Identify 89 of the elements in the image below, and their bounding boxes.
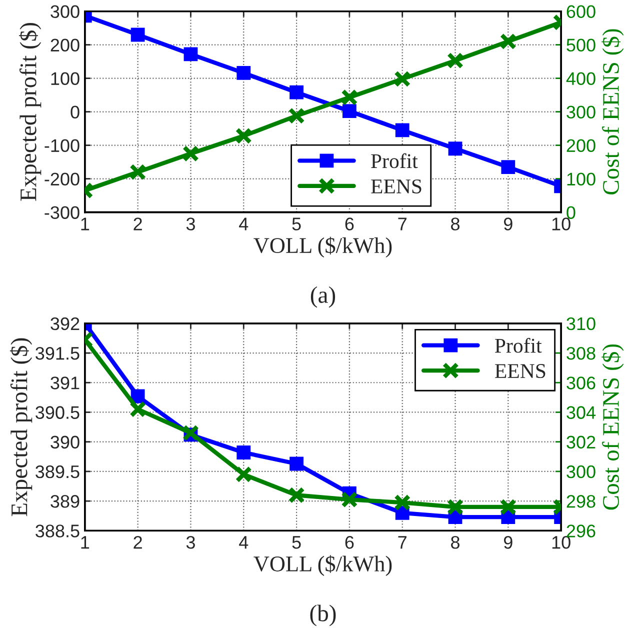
y2-tick-label: 500 — [566, 38, 596, 52]
x-tick-label: 2 — [134, 536, 142, 549]
point — [395, 123, 410, 138]
x-tick-label: 1 — [81, 536, 90, 549]
y2-tick-label: 302 — [566, 436, 596, 449]
point — [394, 494, 411, 511]
y2-axis-title: Cost of EENS ($) — [602, 344, 624, 510]
y-tick-label: 391 — [50, 376, 80, 390]
x-tick-label: 7 — [398, 218, 406, 230]
point — [288, 107, 305, 124]
point — [446, 498, 464, 516]
x-tick-label: 3 — [186, 536, 195, 549]
legend-label: EENS — [371, 179, 422, 194]
y-tick-label: 200 — [50, 38, 80, 52]
y-tick-label: -200 — [44, 172, 80, 186]
point — [394, 70, 411, 88]
y2-tick-label: 200 — [566, 139, 596, 152]
y-tick-label: 390 — [50, 436, 80, 449]
x-tick-label: 7 — [398, 536, 406, 549]
y2-tick-label: 310 — [566, 317, 596, 330]
y-tick-label: 0 — [70, 106, 80, 119]
y-tick-label: 389 — [50, 494, 80, 508]
point — [501, 160, 516, 174]
point — [184, 47, 198, 62]
y2-tick-label: 400 — [566, 72, 596, 86]
x-axis-title: VOLL ($/kWh) — [254, 555, 392, 576]
point — [235, 128, 252, 144]
y-tick-label: 389.5 — [36, 465, 80, 478]
y2-tick-label: 306 — [566, 376, 596, 390]
y-tick-label: 391.5 — [36, 346, 80, 360]
text: (a) — [310, 286, 336, 308]
point — [236, 66, 251, 80]
y2-tick-label: 600 — [566, 5, 596, 18]
y2-tick-label: 100 — [567, 172, 596, 186]
point — [341, 89, 358, 106]
legend-label: Profit — [371, 153, 418, 168]
y-tick-label: 388.5 — [36, 524, 80, 538]
y2-tick-label: 304 — [566, 406, 596, 419]
x-tick-label: 4 — [239, 218, 248, 230]
y2-tick-label: 0 — [566, 206, 576, 219]
x-tick-label: 6 — [345, 536, 354, 549]
x-tick-label: 4 — [239, 536, 248, 549]
point — [448, 142, 462, 156]
y-axis-title: Expected profit ($) — [10, 338, 32, 516]
y-tick-label: 100 — [51, 72, 80, 86]
point — [129, 400, 146, 418]
x-tick-label: 2 — [134, 218, 142, 230]
x-tick-label: 3 — [186, 218, 195, 230]
x-tick-label: 6 — [345, 218, 354, 230]
y2-tick-label: 298 — [566, 494, 596, 508]
point — [130, 389, 145, 404]
x-tick-label: 5 — [292, 218, 301, 230]
x-tick-label: 10 — [552, 536, 570, 549]
point — [236, 446, 251, 460]
y2-tick-label: 296 — [566, 524, 596, 538]
y2-tick-label: 308 — [566, 346, 596, 360]
x-tick-label: 5 — [292, 536, 301, 549]
point — [235, 466, 252, 483]
y-tick-label: -100 — [44, 139, 80, 152]
y2-tick-label: 300 — [566, 465, 596, 478]
y2-tick-label: 300 — [566, 106, 596, 119]
legend-label: Profit — [495, 338, 542, 353]
y-tick-label: -300 — [44, 206, 80, 219]
y-tick-label: 390.5 — [36, 406, 80, 419]
x-tick-label: 8 — [451, 218, 460, 230]
y-tick-label: 300 — [50, 5, 80, 18]
point — [341, 491, 358, 508]
point — [500, 33, 516, 50]
point — [500, 498, 516, 516]
x-axis-title: VOLL ($/kWh) — [254, 236, 392, 258]
x-tick-label: 9 — [504, 218, 512, 230]
point — [182, 145, 200, 162]
point — [288, 486, 305, 504]
point — [290, 85, 304, 100]
text: (b) — [310, 604, 336, 626]
y-tick-label: 392 — [50, 317, 80, 330]
point — [342, 104, 356, 118]
point — [290, 456, 304, 471]
x-tick-label: 9 — [504, 536, 512, 549]
x-tick-label: 1 — [81, 218, 90, 230]
point — [130, 28, 145, 42]
point — [129, 164, 146, 180]
legend-label: EENS — [495, 364, 546, 378]
y-axis-title: Expected profit ($) — [19, 23, 42, 201]
point — [446, 52, 464, 69]
point — [182, 424, 200, 442]
x-tick-label: 10 — [552, 218, 570, 230]
y2-axis-title: Cost of EENS ($) — [602, 29, 624, 194]
x-tick-label: 8 — [451, 536, 460, 549]
